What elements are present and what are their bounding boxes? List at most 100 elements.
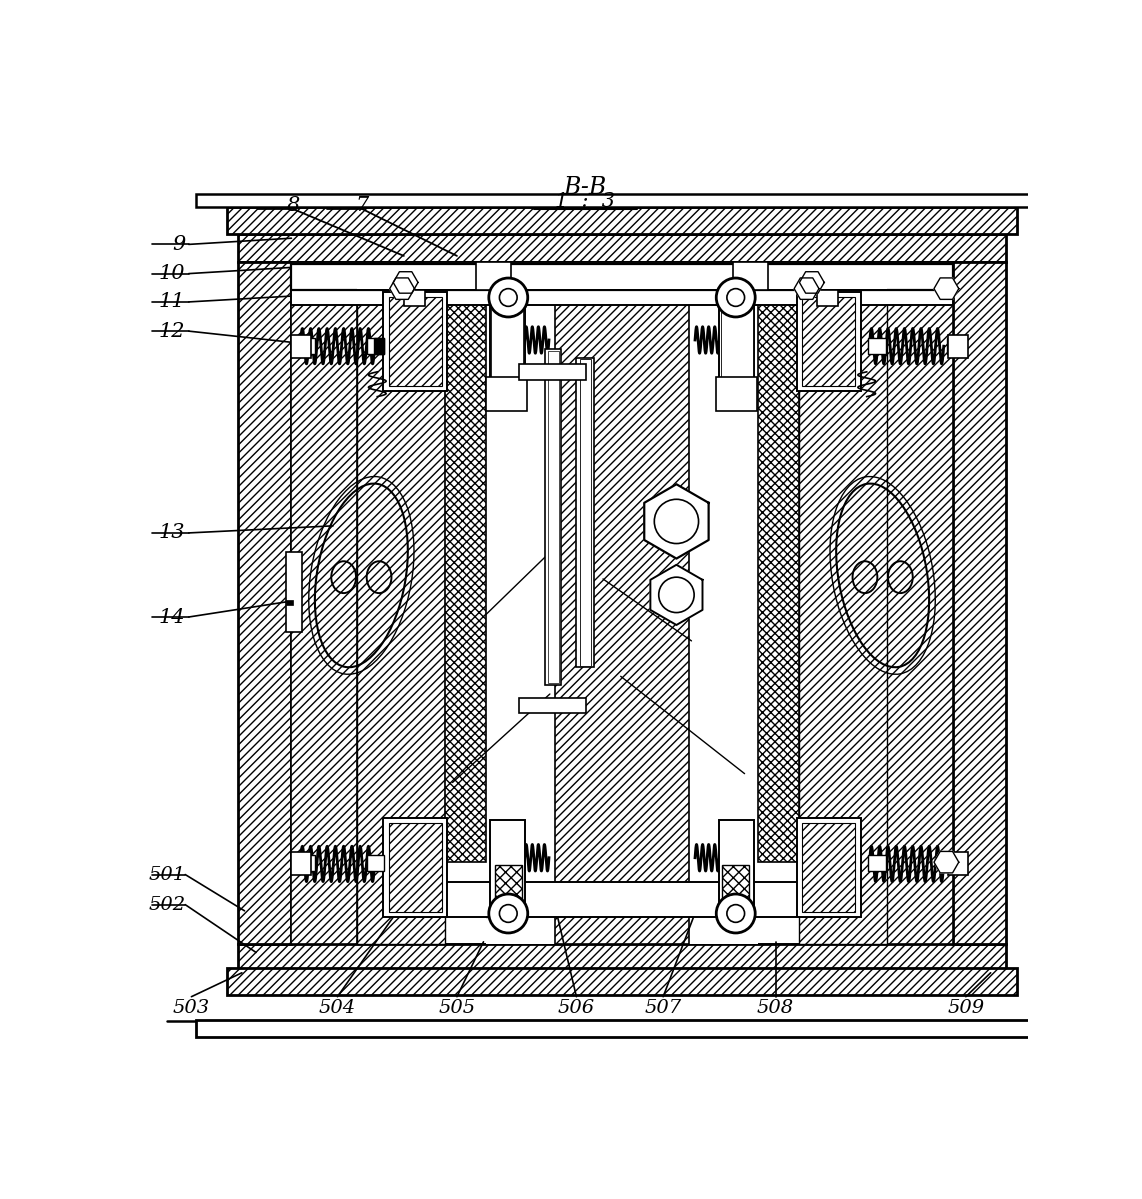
Bar bbox=[287, 601, 293, 605]
Bar bbox=[239, 944, 1006, 972]
Text: 14: 14 bbox=[159, 608, 185, 627]
Text: 8: 8 bbox=[287, 195, 300, 215]
Bar bbox=[494, 864, 522, 904]
Bar bbox=[490, 296, 525, 393]
Bar bbox=[291, 263, 357, 944]
Bar bbox=[388, 824, 442, 911]
Bar bbox=[733, 263, 769, 290]
Bar bbox=[758, 296, 798, 862]
Bar bbox=[291, 263, 952, 305]
Bar bbox=[947, 338, 965, 354]
Bar bbox=[727, 290, 743, 312]
Bar bbox=[367, 338, 385, 354]
Circle shape bbox=[489, 894, 528, 933]
Bar bbox=[947, 855, 965, 870]
Bar bbox=[548, 350, 558, 683]
Bar bbox=[518, 698, 586, 713]
Bar bbox=[298, 338, 308, 354]
Bar bbox=[727, 911, 743, 922]
Bar bbox=[723, 864, 749, 904]
Bar bbox=[196, 1019, 1048, 1037]
Polygon shape bbox=[934, 851, 959, 873]
Bar bbox=[716, 378, 757, 411]
Bar bbox=[818, 290, 838, 307]
Bar bbox=[357, 266, 887, 289]
Bar bbox=[868, 855, 886, 870]
Text: 509: 509 bbox=[947, 999, 984, 1017]
Polygon shape bbox=[651, 565, 702, 625]
Bar bbox=[384, 293, 448, 391]
Bar bbox=[475, 263, 510, 290]
Circle shape bbox=[489, 278, 528, 317]
Bar bbox=[580, 360, 590, 665]
Bar bbox=[293, 264, 951, 303]
Bar bbox=[802, 824, 855, 911]
Bar bbox=[445, 296, 486, 862]
Bar bbox=[868, 338, 886, 354]
Bar bbox=[291, 263, 952, 944]
Bar bbox=[491, 297, 523, 391]
Bar bbox=[384, 818, 448, 917]
Bar bbox=[400, 881, 842, 917]
Bar bbox=[948, 335, 967, 357]
Bar bbox=[287, 553, 301, 632]
Bar bbox=[719, 820, 755, 917]
Bar bbox=[577, 357, 594, 668]
Bar bbox=[298, 855, 315, 870]
Text: 11: 11 bbox=[159, 293, 185, 312]
Bar bbox=[721, 297, 753, 391]
Text: 506: 506 bbox=[557, 999, 595, 1017]
Bar bbox=[227, 207, 1018, 234]
Bar bbox=[291, 264, 952, 290]
Text: 9: 9 bbox=[172, 235, 185, 254]
Text: 503: 503 bbox=[172, 999, 210, 1017]
Bar bbox=[802, 297, 855, 386]
Bar bbox=[797, 818, 861, 917]
Bar bbox=[291, 851, 311, 874]
Polygon shape bbox=[794, 278, 819, 300]
Bar bbox=[227, 969, 1018, 995]
Text: 504: 504 bbox=[319, 999, 356, 1017]
Bar bbox=[500, 290, 516, 312]
Bar bbox=[357, 263, 445, 944]
Circle shape bbox=[716, 894, 755, 933]
Bar bbox=[367, 855, 385, 870]
Bar bbox=[798, 263, 887, 944]
Bar bbox=[500, 911, 516, 922]
Bar bbox=[373, 338, 385, 354]
Circle shape bbox=[654, 499, 699, 543]
Text: 12: 12 bbox=[159, 321, 185, 341]
Bar bbox=[546, 349, 562, 685]
Polygon shape bbox=[644, 484, 709, 559]
Text: 508: 508 bbox=[757, 999, 794, 1017]
Bar bbox=[952, 263, 1006, 944]
Bar bbox=[239, 263, 291, 944]
Bar bbox=[291, 263, 952, 291]
Bar bbox=[948, 851, 967, 874]
Bar bbox=[239, 234, 1006, 263]
Text: 507: 507 bbox=[644, 999, 682, 1017]
Bar bbox=[291, 335, 311, 357]
Text: 13: 13 bbox=[159, 524, 185, 542]
Text: 10: 10 bbox=[159, 264, 185, 283]
Bar bbox=[196, 194, 1048, 207]
Bar bbox=[518, 363, 586, 380]
Polygon shape bbox=[799, 272, 825, 294]
Text: 1  :  3: 1 : 3 bbox=[555, 192, 616, 211]
Circle shape bbox=[659, 577, 694, 613]
Bar bbox=[797, 293, 861, 391]
Polygon shape bbox=[389, 278, 415, 300]
Polygon shape bbox=[934, 278, 959, 300]
Bar bbox=[486, 263, 758, 944]
Text: 505: 505 bbox=[439, 999, 475, 1017]
Bar bbox=[298, 338, 315, 354]
Polygon shape bbox=[393, 272, 418, 294]
Bar bbox=[887, 263, 952, 944]
Text: 502: 502 bbox=[148, 896, 185, 914]
Text: B-B: B-B bbox=[564, 176, 606, 199]
Bar bbox=[486, 378, 526, 411]
Bar bbox=[555, 263, 689, 944]
Text: 7: 7 bbox=[355, 195, 369, 215]
Circle shape bbox=[716, 278, 755, 317]
Bar bbox=[404, 290, 425, 307]
